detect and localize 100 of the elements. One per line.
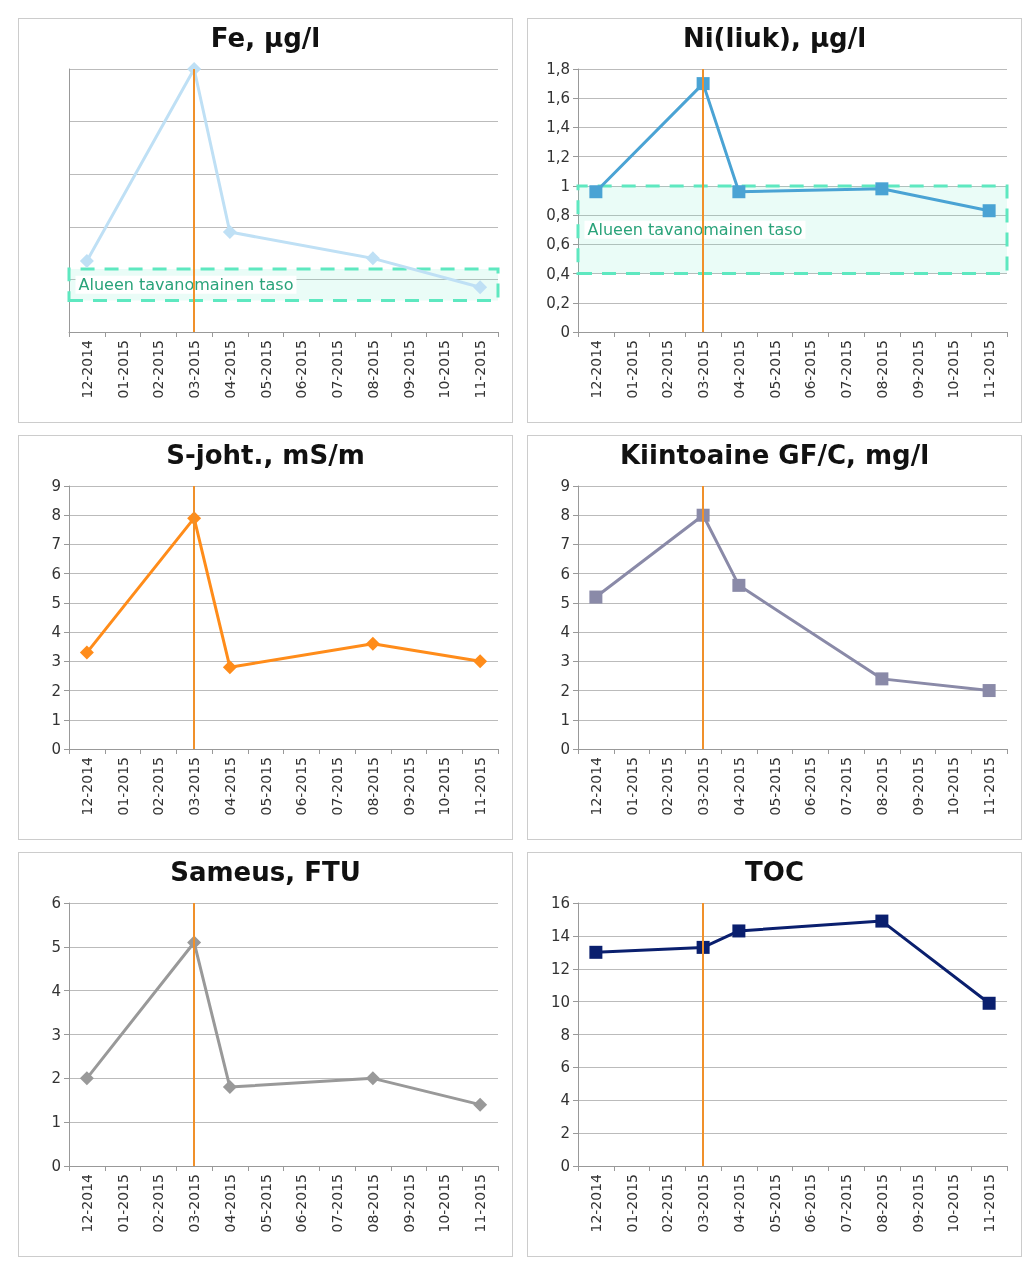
- x-tick-label: 01-2015: [623, 1174, 640, 1233]
- y-tick-label: 5: [560, 593, 570, 612]
- point: [589, 945, 603, 959]
- y-tick-label: 8: [560, 506, 570, 525]
- y-tick-label: 16: [550, 894, 570, 912]
- y-tick-label: 1,2: [546, 147, 570, 166]
- x-tick-label: 10-2015: [436, 757, 453, 816]
- x-tick-label: 02-2015: [659, 1174, 676, 1233]
- x-tick-label: 02-2015: [659, 757, 676, 816]
- point: [222, 1080, 237, 1095]
- x-tick-label: 04-2015: [221, 1174, 238, 1233]
- y-tick-label: 6: [51, 894, 61, 912]
- y-tick-label: 0: [560, 1157, 570, 1175]
- point: [982, 204, 996, 218]
- x-tick-label: 10-2015: [436, 340, 453, 399]
- x-tick-label: 08-2015: [364, 1174, 381, 1233]
- chart-title: Fe, µg/l: [210, 23, 321, 53]
- x-tick-label: 11-2015: [981, 340, 998, 399]
- y-tick-label: 4: [560, 623, 570, 642]
- x-tick-label: 06-2015: [293, 757, 310, 816]
- x-tick-label: 03-2015: [186, 757, 203, 816]
- x-tick-label: 09-2015: [909, 1174, 926, 1233]
- x-tick-label: 11-2015: [472, 340, 489, 399]
- x-tick-label: 04-2015: [730, 340, 747, 399]
- y-tick-label: 2: [51, 1069, 61, 1088]
- y-tick-label: 0,4: [546, 264, 570, 283]
- x-tick-label: 12-2014: [78, 756, 95, 816]
- y-tick-label: 0: [560, 740, 570, 758]
- x-tick-label: 07-2015: [329, 340, 346, 399]
- x-tick-label: 09-2015: [909, 340, 926, 399]
- point: [982, 996, 996, 1010]
- point: [473, 280, 488, 295]
- y-tick-label: 8: [560, 1025, 570, 1044]
- x-tick-label: 08-2015: [364, 757, 381, 816]
- y-tick-label: 14: [550, 926, 570, 945]
- point: [473, 654, 488, 669]
- x-tick-label: 12-2014: [587, 339, 604, 399]
- y-tick-label: 2: [560, 681, 570, 700]
- y-tick-label: 2: [560, 1124, 570, 1143]
- chart-title: Ni(liuk), µg/l: [682, 23, 867, 53]
- y-tick-label: 0,2: [546, 293, 570, 312]
- x-tick-label: 03-2015: [695, 757, 712, 816]
- y-tick-label: 1: [51, 1113, 61, 1132]
- point: [79, 253, 94, 268]
- y-tick-label: 1: [51, 710, 61, 729]
- y-tick-label: 3: [51, 652, 61, 671]
- y-tick-label: 3: [51, 1025, 61, 1044]
- x-tick-label: 08-2015: [873, 1174, 890, 1233]
- y-tick-label: 1,6: [546, 89, 570, 108]
- x-tick-label: 07-2015: [838, 757, 855, 816]
- x-tick-label: 09-2015: [400, 1174, 417, 1233]
- y-tick-label: 0: [560, 323, 570, 341]
- y-tick-label: 2: [51, 681, 61, 700]
- y-tick-label: 5: [51, 937, 61, 956]
- y-tick-label: 1: [560, 710, 570, 729]
- x-tick-label: 05-2015: [766, 757, 783, 816]
- x-tick-label: 01-2015: [623, 757, 640, 816]
- x-tick-label: 09-2015: [400, 340, 417, 399]
- y-tick-label: 1,8: [546, 60, 570, 78]
- x-tick-label: 07-2015: [329, 1174, 346, 1233]
- point: [982, 684, 996, 698]
- x-tick-label: 12-2014: [587, 756, 604, 816]
- chart-title: Kiintoaine GF/C, mg/l: [619, 440, 930, 470]
- y-tick-label: 1,4: [546, 118, 570, 137]
- y-tick-label: 0,8: [546, 206, 570, 225]
- point: [365, 636, 380, 651]
- y-tick-label: 7: [51, 535, 61, 554]
- point: [365, 251, 380, 266]
- y-tick-label: 9: [560, 477, 570, 495]
- x-tick-label: 07-2015: [329, 757, 346, 816]
- x-tick-label: 06-2015: [802, 1174, 819, 1233]
- y-tick-label: 6: [51, 564, 61, 583]
- x-tick-label: 10-2015: [945, 340, 962, 399]
- y-tick-label: 9: [51, 477, 61, 495]
- x-tick-label: 09-2015: [909, 757, 926, 816]
- x-tick-label: 05-2015: [766, 340, 783, 399]
- point: [473, 1097, 488, 1112]
- point: [732, 924, 746, 938]
- y-tick-label: 6: [560, 564, 570, 583]
- y-tick-label: 0: [51, 740, 61, 758]
- x-tick-label: 12-2014: [78, 339, 95, 399]
- point: [222, 660, 237, 675]
- x-tick-label: 05-2015: [257, 1174, 274, 1233]
- x-tick-label: 01-2015: [623, 340, 640, 399]
- x-tick-label: 07-2015: [838, 340, 855, 399]
- x-tick-label: 02-2015: [150, 757, 167, 816]
- x-tick-label: 06-2015: [802, 757, 819, 816]
- chart-title: TOC: [745, 857, 804, 887]
- x-tick-label: 06-2015: [293, 1174, 310, 1233]
- x-tick-label: 05-2015: [257, 757, 274, 816]
- x-tick-label: 02-2015: [659, 340, 676, 399]
- x-tick-label: 10-2015: [436, 1174, 453, 1233]
- x-tick-label: 11-2015: [472, 757, 489, 816]
- point: [875, 182, 889, 196]
- x-tick-label: 05-2015: [257, 340, 274, 399]
- x-tick-label: 04-2015: [730, 1174, 747, 1233]
- x-tick-label: 03-2015: [695, 340, 712, 399]
- x-tick-label: 08-2015: [364, 340, 381, 399]
- x-tick-label: 08-2015: [873, 757, 890, 816]
- y-tick-label: 8: [51, 506, 61, 525]
